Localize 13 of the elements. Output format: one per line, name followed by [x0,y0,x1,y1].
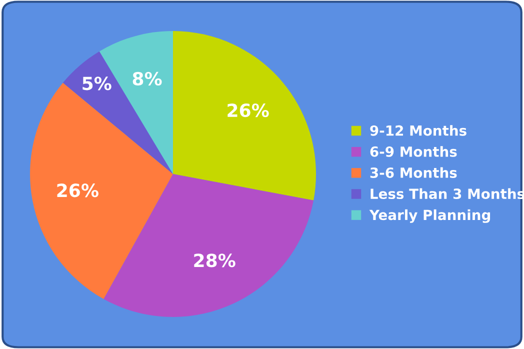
legend-label: Yearly Planning [369,209,490,223]
legend-label: 9-12 Months [370,125,466,136]
legend-label: 3-6 Months [370,167,457,178]
legend-label: 6-9 Months [370,146,457,157]
pie-slice [62,51,173,174]
data-label: 26% [228,103,269,118]
data-label: 5% [82,76,112,90]
data-label: 26% [57,184,98,198]
data-label: 28% [194,254,236,268]
pie-slice [173,31,316,200]
legend-label: Less Than 3 Months [370,188,524,200]
pie-slice [104,174,314,317]
data-label: 8% [132,72,162,86]
